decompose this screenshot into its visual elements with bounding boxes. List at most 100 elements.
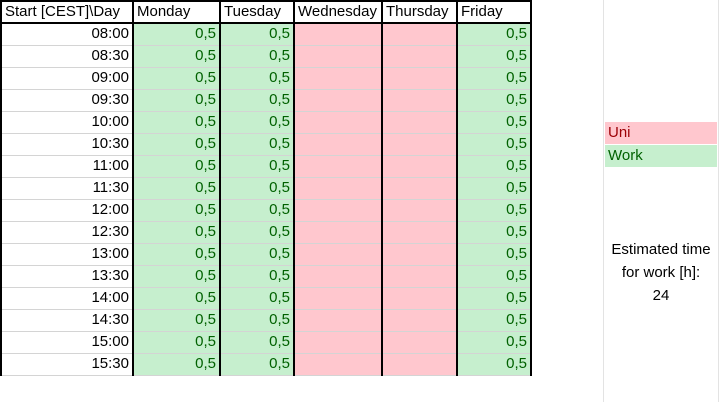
legend-uni-cell[interactable]: Uni <box>605 122 717 144</box>
header-wednesday-cell[interactable]: Wednesday <box>293 0 383 24</box>
time-cell[interactable]: 14:30 <box>0 308 134 332</box>
friday-cell[interactable]: 0,5 <box>456 198 532 222</box>
thursday-cell[interactable] <box>381 176 458 200</box>
tuesday-cell[interactable]: 0,5 <box>219 220 295 244</box>
estimate-value[interactable]: 24 <box>652 287 670 304</box>
wednesday-cell[interactable] <box>293 176 383 200</box>
thursday-cell[interactable] <box>381 88 458 112</box>
tuesday-cell[interactable]: 0,5 <box>219 198 295 222</box>
tuesday-cell[interactable]: 0,5 <box>219 176 295 200</box>
thursday-cell[interactable] <box>381 44 458 68</box>
time-cell[interactable]: 15:00 <box>0 330 134 354</box>
thursday-cell[interactable] <box>381 330 458 354</box>
estimate-label-line2[interactable]: for work [h]: <box>621 264 701 281</box>
monday-cell[interactable]: 0,5 <box>132 154 221 178</box>
friday-cell[interactable]: 0,5 <box>456 154 532 178</box>
time-cell[interactable]: 09:30 <box>0 88 134 112</box>
friday-cell[interactable]: 0,5 <box>456 220 532 244</box>
thursday-cell[interactable] <box>381 110 458 134</box>
monday-cell[interactable]: 0,5 <box>132 286 221 310</box>
wednesday-cell[interactable] <box>293 198 383 222</box>
wednesday-cell[interactable] <box>293 22 383 46</box>
tuesday-cell[interactable]: 0,5 <box>219 88 295 112</box>
friday-cell[interactable]: 0,5 <box>456 22 532 46</box>
legend-work-cell[interactable]: Work <box>605 145 717 167</box>
time-cell[interactable]: 09:00 <box>0 66 134 90</box>
wednesday-cell[interactable] <box>293 308 383 332</box>
tuesday-cell[interactable]: 0,5 <box>219 242 295 266</box>
header-corner-cell[interactable]: Start [CEST]\Day <box>0 0 134 24</box>
friday-cell[interactable]: 0,5 <box>456 176 532 200</box>
wednesday-cell[interactable] <box>293 44 383 68</box>
monday-cell[interactable]: 0,5 <box>132 66 221 90</box>
wednesday-cell[interactable] <box>293 286 383 310</box>
time-cell[interactable]: 10:00 <box>0 110 134 134</box>
thursday-cell[interactable] <box>381 22 458 46</box>
time-cell[interactable]: 11:30 <box>0 176 134 200</box>
thursday-cell[interactable] <box>381 264 458 288</box>
monday-cell[interactable]: 0,5 <box>132 242 221 266</box>
monday-cell[interactable]: 0,5 <box>132 110 221 134</box>
header-tuesday-cell[interactable]: Tuesday <box>219 0 295 24</box>
time-cell[interactable]: 13:00 <box>0 242 134 266</box>
wednesday-cell[interactable] <box>293 242 383 266</box>
time-cell[interactable]: 08:30 <box>0 44 134 68</box>
wednesday-cell[interactable] <box>293 110 383 134</box>
tuesday-cell[interactable]: 0,5 <box>219 44 295 68</box>
tuesday-cell[interactable]: 0,5 <box>219 110 295 134</box>
thursday-cell[interactable] <box>381 198 458 222</box>
friday-cell[interactable]: 0,5 <box>456 242 532 266</box>
monday-cell[interactable]: 0,5 <box>132 220 221 244</box>
thursday-cell[interactable] <box>381 132 458 156</box>
thursday-cell[interactable] <box>381 286 458 310</box>
wednesday-cell[interactable] <box>293 66 383 90</box>
friday-cell[interactable]: 0,5 <box>456 44 532 68</box>
time-cell[interactable]: 12:30 <box>0 220 134 244</box>
time-cell[interactable]: 10:30 <box>0 132 134 156</box>
monday-cell[interactable]: 0,5 <box>132 176 221 200</box>
tuesday-cell[interactable]: 0,5 <box>219 66 295 90</box>
monday-cell[interactable]: 0,5 <box>132 22 221 46</box>
monday-cell[interactable]: 0,5 <box>132 352 221 376</box>
friday-cell[interactable]: 0,5 <box>456 308 532 332</box>
time-cell[interactable]: 12:00 <box>0 198 134 222</box>
time-cell[interactable]: 08:00 <box>0 22 134 46</box>
estimate-label-line1[interactable]: Estimated time <box>611 241 711 258</box>
tuesday-cell[interactable]: 0,5 <box>219 308 295 332</box>
wednesday-cell[interactable] <box>293 132 383 156</box>
friday-cell[interactable]: 0,5 <box>456 352 532 376</box>
thursday-cell[interactable] <box>381 66 458 90</box>
friday-cell[interactable]: 0,5 <box>456 110 532 134</box>
wednesday-cell[interactable] <box>293 264 383 288</box>
tuesday-cell[interactable]: 0,5 <box>219 352 295 376</box>
thursday-cell[interactable] <box>381 352 458 376</box>
friday-cell[interactable]: 0,5 <box>456 88 532 112</box>
thursday-cell[interactable] <box>381 220 458 244</box>
tuesday-cell[interactable]: 0,5 <box>219 132 295 156</box>
header-friday-cell[interactable]: Friday <box>456 0 532 24</box>
time-cell[interactable]: 15:30 <box>0 352 134 376</box>
thursday-cell[interactable] <box>381 154 458 178</box>
monday-cell[interactable]: 0,5 <box>132 264 221 288</box>
friday-cell[interactable]: 0,5 <box>456 264 532 288</box>
monday-cell[interactable]: 0,5 <box>132 88 221 112</box>
friday-cell[interactable]: 0,5 <box>456 66 532 90</box>
thursday-cell[interactable] <box>381 242 458 266</box>
wednesday-cell[interactable] <box>293 154 383 178</box>
wednesday-cell[interactable] <box>293 88 383 112</box>
time-cell[interactable]: 11:00 <box>0 154 134 178</box>
wednesday-cell[interactable] <box>293 352 383 376</box>
tuesday-cell[interactable]: 0,5 <box>219 264 295 288</box>
friday-cell[interactable]: 0,5 <box>456 330 532 354</box>
monday-cell[interactable]: 0,5 <box>132 198 221 222</box>
friday-cell[interactable]: 0,5 <box>456 286 532 310</box>
monday-cell[interactable]: 0,5 <box>132 308 221 332</box>
header-monday-cell[interactable]: Monday <box>132 0 221 24</box>
tuesday-cell[interactable]: 0,5 <box>219 330 295 354</box>
time-cell[interactable]: 14:00 <box>0 286 134 310</box>
tuesday-cell[interactable]: 0,5 <box>219 286 295 310</box>
thursday-cell[interactable] <box>381 308 458 332</box>
wednesday-cell[interactable] <box>293 330 383 354</box>
monday-cell[interactable]: 0,5 <box>132 44 221 68</box>
wednesday-cell[interactable] <box>293 220 383 244</box>
